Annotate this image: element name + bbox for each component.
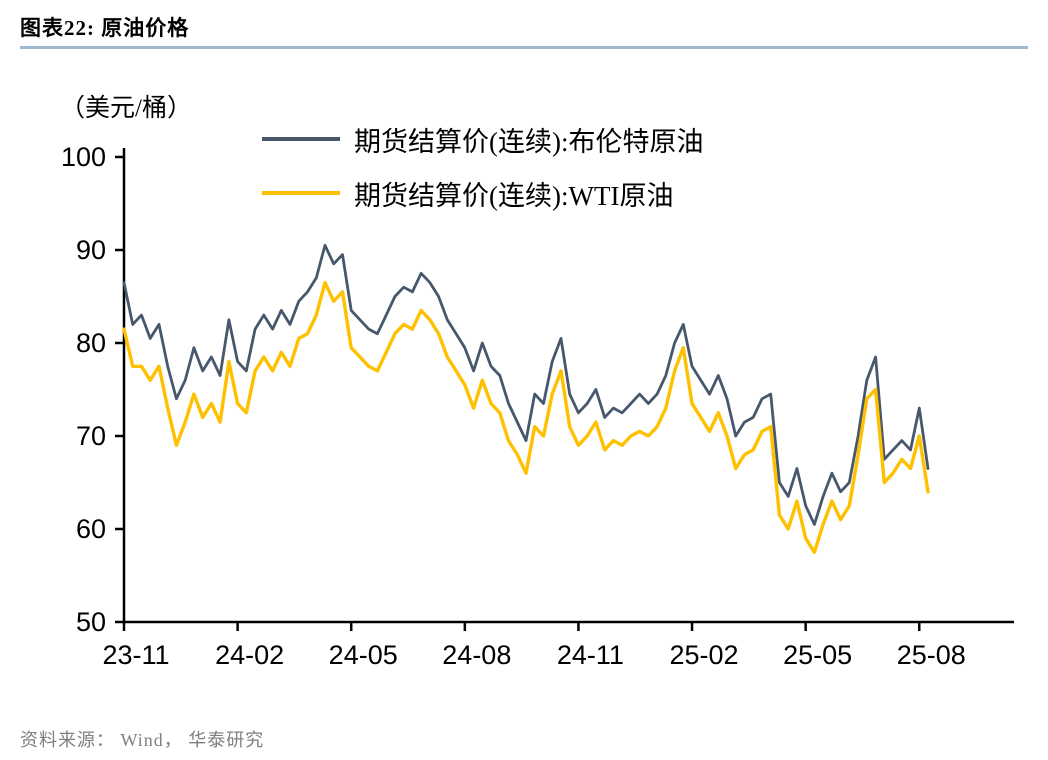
- y-tick-label: 70: [76, 421, 106, 451]
- wti-line-swatch: [262, 191, 340, 195]
- legend-label-brent: 期货结算价(连续):布伦特原油: [354, 126, 704, 157]
- y-tick-label: 60: [76, 514, 106, 544]
- x-tick-label: 25-05: [783, 640, 852, 670]
- y-tick-label: 80: [76, 328, 106, 358]
- y-tick-label: 100: [61, 142, 106, 172]
- series-line-brent: [122, 243, 930, 526]
- y-tick-label: 50: [76, 607, 106, 637]
- title-underline: [20, 46, 1028, 49]
- brent-line-swatch: [262, 137, 340, 141]
- legend-item-brent: 期货结算价(连续):布伦特原油: [262, 118, 703, 160]
- legend-label-wti: 期货结算价(连续):WTI原油: [354, 180, 674, 211]
- x-tick-label: 23-11: [102, 640, 169, 670]
- x-tick-label: 24-02: [215, 640, 284, 670]
- x-tick-label: 25-02: [670, 640, 739, 670]
- price-line-chart: 50 60 70 80 90 100 23-11 24-02 24-05 24-08 24-11 25…: [61, 142, 1014, 670]
- series-line-wti: [122, 280, 930, 554]
- x-tick-label: 24-08: [442, 640, 511, 670]
- legend-item-wti: 期货结算价(连续):WTI原油: [262, 172, 703, 214]
- x-tick-label: 24-05: [329, 640, 398, 670]
- y-tick-label: 90: [76, 235, 106, 265]
- figure-title: 图表22: 原油价格: [20, 16, 190, 40]
- chart-legend: 期货结算价(连续):布伦特原油 期货结算价(连续):WTI原油: [262, 118, 703, 226]
- source-note: 资料来源： Wind， 华泰研究: [20, 730, 265, 750]
- x-tick-label: 25-08: [897, 640, 966, 670]
- y-axis-unit-label: （美元/桶）: [60, 95, 192, 122]
- x-tick-label: 24-11: [557, 640, 624, 670]
